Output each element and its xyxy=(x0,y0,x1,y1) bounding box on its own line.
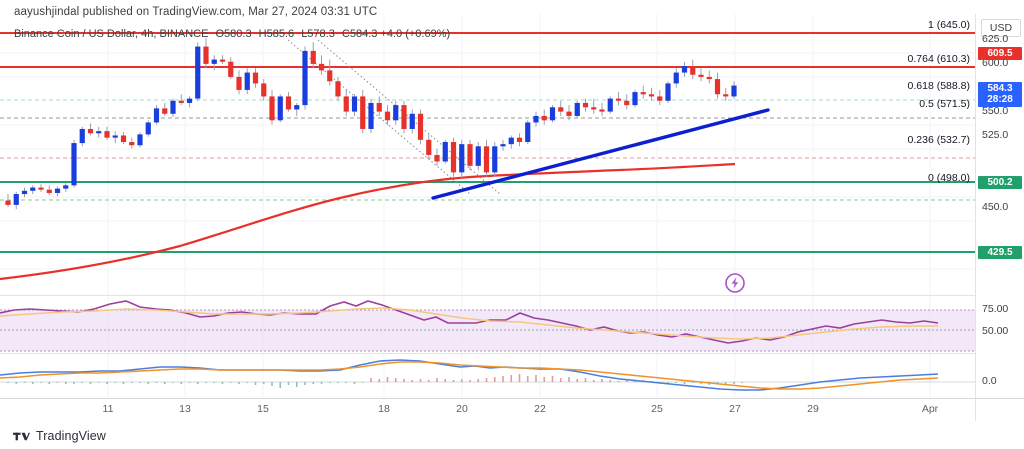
time-tick-27: 27 xyxy=(729,403,741,415)
rsi-plot xyxy=(0,296,976,354)
time-tick-13: 13 xyxy=(179,403,191,415)
ascending-trendline xyxy=(431,108,770,200)
macd-line xyxy=(0,359,939,391)
time-tick-29: 29 xyxy=(807,403,819,415)
candlestick-series xyxy=(5,37,737,210)
price-badge-429: 429.5 xyxy=(978,246,1022,259)
time-tick-25: 25 xyxy=(651,403,663,415)
alert-marker[interactable] xyxy=(724,272,746,294)
fib-label-0236: 0.236 (532.7) xyxy=(907,134,970,146)
legend-open: O580.3 xyxy=(215,28,252,40)
price-tick-450: 450.0 xyxy=(982,201,1009,213)
rsi-tick-75: 75.00 xyxy=(982,303,1009,315)
fib-levels xyxy=(0,99,976,201)
legend-low: L578.3 xyxy=(301,28,335,40)
rsi-pane[interactable] xyxy=(0,296,976,354)
axis-corner xyxy=(975,398,1024,421)
time-axis[interactable]: 11 13 15 18 20 22 25 27 29 Apr xyxy=(0,398,976,421)
time-tick-15: 15 xyxy=(257,403,269,415)
price-tick-600: 600.0 xyxy=(982,57,1009,69)
tradingview-logo-icon xyxy=(13,432,30,440)
horizontal-gridlines xyxy=(0,52,976,270)
price-badge-last-value: 584.3 xyxy=(987,83,1013,94)
lightning-bolt-icon xyxy=(725,273,745,293)
time-tick-apr: Apr xyxy=(921,403,939,415)
fib-label-0: 0 (498.0) xyxy=(927,172,970,184)
currency-label: USD xyxy=(981,19,1021,37)
fib-label-0618: 0.618 (588.8) xyxy=(907,80,970,92)
macd-pane[interactable] xyxy=(0,354,976,398)
rsi-moving-average-line xyxy=(0,307,938,340)
legend-high: H585.6 xyxy=(258,28,295,40)
macd-vertical-gridlines xyxy=(107,354,931,398)
fib-label-0764: 0.764 (610.3) xyxy=(907,53,970,65)
macd-signal-line xyxy=(0,361,939,390)
price-plot xyxy=(0,14,976,296)
vertical-gridlines xyxy=(107,14,931,296)
time-tick-18: 18 xyxy=(378,403,390,415)
tradingview-brand-text: TradingView xyxy=(36,429,106,443)
tradingview-logo[interactable]: TradingView xyxy=(13,429,106,443)
price-badge-500: 500.2 xyxy=(978,176,1022,189)
pane-separator-macd xyxy=(0,353,976,354)
attribution-text: aayushjindal published on TradingView.co… xyxy=(14,6,378,18)
price-pane[interactable] xyxy=(0,14,976,296)
time-tick-22: 22 xyxy=(534,403,546,415)
price-tick-625: 625.0 xyxy=(982,33,1009,45)
time-tick-11: 11 xyxy=(102,403,114,415)
rsi-tick-50: 50.00 xyxy=(982,325,1009,337)
price-badge-609: 609.5 xyxy=(978,47,1022,60)
legend-close: C584.3 xyxy=(341,28,378,40)
time-tick-20: 20 xyxy=(456,403,468,415)
price-badge-last: 584.3 28:28 xyxy=(978,82,1022,107)
fib-label-05: 0.5 (571.5) xyxy=(919,98,970,110)
price-tick-525: 525.0 xyxy=(982,129,1009,141)
macd-plot xyxy=(0,354,976,398)
pane-separator-rsi xyxy=(0,295,976,296)
chart-legend[interactable]: Binance Coin / US Dollar, 4h, BINANCE O5… xyxy=(14,28,450,40)
legend-symbol: Binance Coin / US Dollar, 4h, BINANCE xyxy=(14,28,209,40)
macd-tick-0: 0.0 xyxy=(982,375,997,387)
price-badge-countdown: 28:28 xyxy=(987,94,1013,105)
price-axis[interactable]: USD 625.0 600.0 550.0 525.0 475.0 450.0 … xyxy=(975,14,1024,398)
legend-change: +4.0 (+0.69%) xyxy=(380,28,451,40)
fib-label-1: 1 (645.0) xyxy=(927,19,970,31)
price-tick-550: 550.0 xyxy=(982,105,1009,117)
moving-average-line xyxy=(0,162,736,281)
